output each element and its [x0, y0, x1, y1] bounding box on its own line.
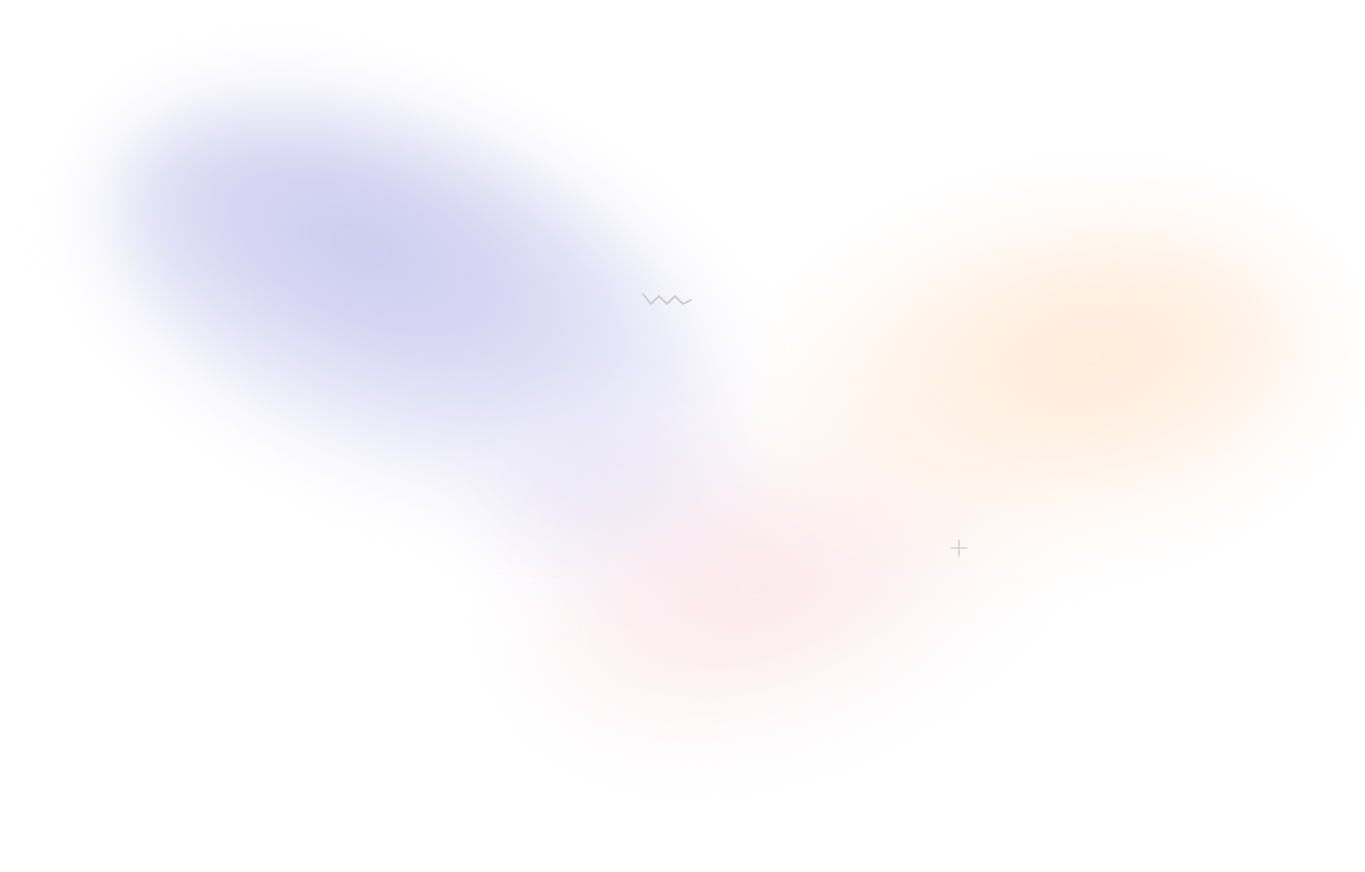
zigzag-icon: [642, 293, 692, 305]
plus-icon: [950, 539, 968, 557]
lavender-blur-blob: [49, 20, 791, 600]
peach-blur-blob: [731, 165, 1349, 605]
violet-blur-blob: [470, 400, 770, 600]
pink-blur-blob: [486, 356, 1074, 804]
